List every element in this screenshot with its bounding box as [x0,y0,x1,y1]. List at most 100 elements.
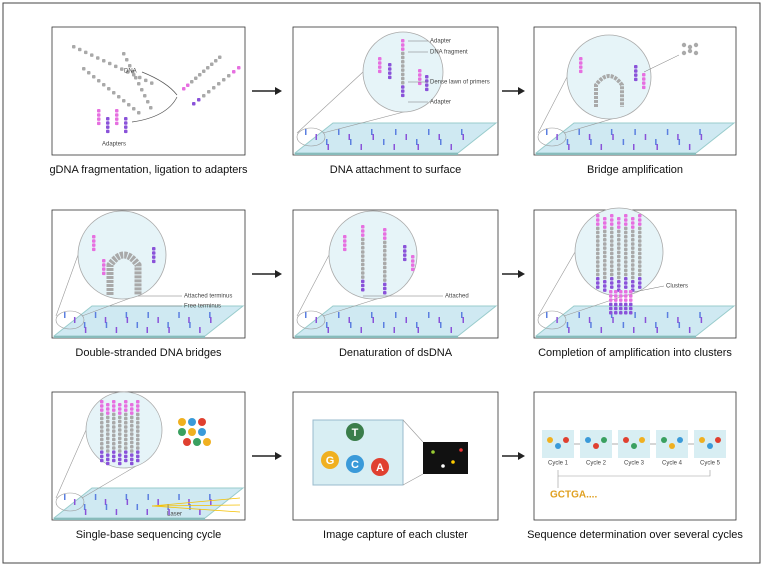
bead [603,272,607,276]
cycle-spot [555,443,561,449]
bead [624,252,628,256]
bead [388,63,392,67]
bead [136,425,140,429]
bead [146,100,150,104]
bead [100,413,104,417]
primer [451,144,453,150]
primer [64,312,66,318]
bead [596,222,600,226]
bead [617,251,621,255]
primer [157,317,159,323]
panel-label: T [352,427,359,439]
bead [631,280,635,284]
bead [383,253,387,257]
bead [361,233,365,237]
bead [361,225,365,229]
nucleotide [178,418,186,426]
bead [130,411,134,415]
panel-label: Adapter [430,100,451,106]
bead [97,113,101,117]
bead [411,255,415,259]
bead [100,459,104,463]
bead [631,259,635,263]
bead [124,459,128,463]
bead [343,235,347,239]
primer [656,144,658,150]
bead [418,73,422,77]
panel-caption: Completion of amplification into cluster… [538,347,732,359]
bead [411,259,415,263]
bead [579,70,583,74]
bead [186,84,190,88]
bead [634,78,638,82]
panel-label: Attached terminus [184,294,232,300]
bead [136,421,140,425]
bead [361,254,365,258]
bead [100,417,104,421]
bead [112,459,116,463]
bead [361,275,365,279]
bead [631,238,635,242]
bead [100,446,104,450]
bead [361,267,365,271]
bead [603,259,607,263]
panel-caption: Denaturation of dsDNA [339,347,453,359]
nucleotide [203,438,211,446]
bead [106,432,110,436]
bead [624,222,628,226]
cycle-spot [669,443,675,449]
bead [100,400,104,404]
bead [634,73,638,77]
bead [192,102,196,106]
primer [361,144,363,150]
bead [136,438,140,442]
bead [97,79,101,83]
bead [361,259,365,263]
bead [383,291,387,295]
bead [112,450,116,454]
panel-label: C [351,459,359,471]
bead [227,74,231,78]
bead [118,445,122,449]
primer [199,509,201,515]
bead [619,294,623,298]
bead [610,222,614,226]
bead [378,70,382,74]
bead [610,264,614,268]
bead [106,411,110,415]
bead [130,453,134,457]
bead [631,272,635,276]
cycle-spot [585,437,591,443]
bead [106,437,110,441]
bead [124,417,128,421]
bead [118,462,122,466]
bead [388,67,392,71]
bead [130,424,134,428]
primer [440,322,442,328]
bead [610,227,614,231]
bead [100,438,104,442]
primer [701,134,703,140]
bead [624,307,628,311]
bead [603,234,607,238]
bead [603,221,607,225]
primer [395,312,397,318]
bead [106,121,110,125]
panel-caption: Bridge amplification [587,164,683,176]
bead [383,241,387,245]
bead [136,459,140,463]
bead [92,243,96,247]
primer [416,139,418,145]
bead [361,263,365,267]
bead [638,222,642,226]
cycle-spot [593,443,599,449]
primer [106,322,108,328]
bead [631,246,635,250]
bead [222,78,226,82]
primer [689,327,691,333]
bead [106,462,110,466]
bead [118,403,122,407]
bead [614,307,618,311]
primer [463,317,465,323]
primer [178,312,180,318]
